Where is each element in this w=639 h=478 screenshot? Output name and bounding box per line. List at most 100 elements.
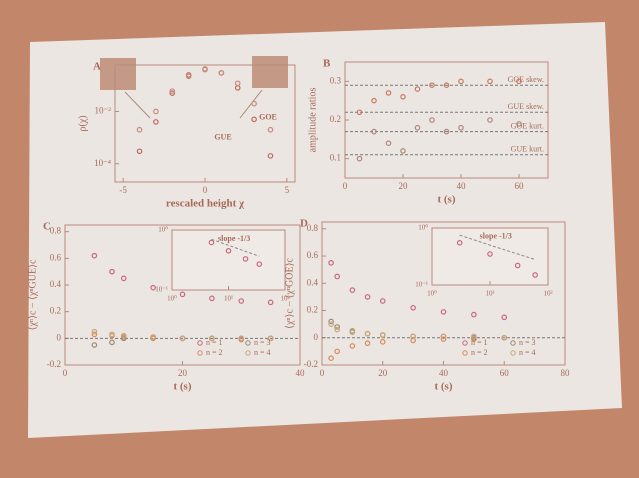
- x-axis-label: t (s): [434, 381, 452, 393]
- data-point: [364, 340, 371, 347]
- data-point: [443, 128, 450, 135]
- x-tick-label: 0: [320, 368, 325, 378]
- annotation: GOE: [259, 112, 277, 121]
- data-point: [349, 343, 356, 349]
- legend-label: n = 4: [519, 348, 536, 357]
- data-point: [208, 239, 215, 246]
- slope-line: [459, 234, 536, 260]
- data-point: [516, 121, 522, 127]
- data-point: [501, 334, 508, 341]
- data-point: [487, 251, 493, 257]
- data-point: [202, 66, 208, 73]
- data-point: [356, 155, 363, 162]
- x-tick-label: 5: [285, 185, 290, 195]
- x-tick-label: 40: [439, 368, 449, 378]
- data-point: [251, 100, 257, 107]
- y-axis-label: ⟨χⁿ⟩c − ⟨χⁿGUE⟩c: [27, 259, 38, 330]
- legend-label: n = 1: [206, 338, 223, 347]
- legend-marker: [197, 350, 203, 356]
- data-point: [91, 342, 98, 348]
- annotation: slope -1/3: [218, 234, 250, 243]
- legend-marker: [245, 350, 251, 356]
- data-point: [456, 239, 463, 246]
- data-point: [501, 314, 508, 321]
- data-point: [328, 318, 334, 325]
- legend-label: n = 2: [471, 348, 488, 357]
- data-point: [109, 339, 115, 346]
- y-tick-label: 0.3: [330, 75, 342, 85]
- data-point: [150, 334, 156, 340]
- panel-letter: B: [323, 58, 331, 70]
- data-point: [400, 148, 406, 154]
- data-point: [91, 328, 98, 335]
- data-point: [209, 335, 215, 342]
- data-point: [429, 82, 435, 89]
- x-tick-label: 10⁰: [167, 295, 177, 303]
- data-point: [267, 126, 274, 133]
- data-point: [328, 260, 334, 266]
- data-point: [443, 82, 450, 89]
- panel-letter: D: [300, 218, 308, 230]
- data-point: [334, 324, 340, 330]
- data-point: [385, 90, 392, 96]
- x-tick-label: 60: [515, 181, 525, 191]
- data-point: [532, 272, 538, 278]
- data-point: [349, 329, 356, 336]
- data-point: [267, 153, 274, 159]
- y-tick-label: 0: [314, 332, 319, 342]
- x-axis-label: t (s): [437, 194, 455, 206]
- data-point: [440, 309, 447, 315]
- x-tick-label: 10⁰: [427, 290, 437, 298]
- data-point: [440, 336, 447, 342]
- data-point: [91, 331, 98, 338]
- y-axis-label: amplitude ratios: [307, 88, 318, 153]
- data-point: [242, 256, 249, 262]
- reference-label: GOE kurt.: [511, 121, 544, 130]
- data-point: [109, 331, 115, 338]
- y-tick-label: 10⁰: [418, 224, 428, 232]
- reference-label: GOE skew.: [508, 75, 544, 84]
- y-tick-label: 0.6: [307, 250, 319, 260]
- data-point: [414, 86, 421, 92]
- arrow: [124, 91, 151, 119]
- data-point: [364, 330, 371, 337]
- data-point: [487, 117, 493, 123]
- data-point: [440, 333, 447, 340]
- x-tick-label: 80: [561, 368, 571, 378]
- y-tick-label: 0.2: [330, 114, 341, 124]
- data-point: [385, 140, 392, 147]
- data-point: [414, 124, 421, 131]
- y-tick-label: 10⁻¹: [155, 286, 168, 294]
- annotation: GUE: [214, 132, 231, 141]
- x-tick-label: 0: [63, 368, 68, 378]
- x-axis-label: t (s): [173, 381, 191, 393]
- data-point: [334, 273, 340, 280]
- y-axis-label: ⟨χⁿ⟩c − ⟨χⁿGOE⟩c: [284, 258, 295, 329]
- data-point: [328, 355, 334, 361]
- x-tick-label: 10¹: [224, 295, 233, 303]
- data-point: [514, 262, 521, 269]
- data-point: [487, 78, 493, 85]
- x-tick-label: 20: [378, 368, 388, 378]
- legend-label: n = 2: [206, 348, 223, 357]
- data-point: [379, 332, 386, 338]
- data-point: [267, 335, 274, 342]
- data-point: [356, 109, 363, 116]
- y-tick-label: 0.4: [50, 279, 62, 289]
- data-point: [458, 124, 464, 131]
- data-point: [379, 298, 386, 304]
- data-point: [91, 252, 98, 259]
- x-tick-label: 10²: [280, 295, 289, 303]
- x-tick-label: 60: [500, 368, 510, 378]
- data-point: [120, 332, 127, 339]
- data-point: [150, 284, 156, 291]
- x-tick-label: 10¹: [485, 290, 494, 298]
- y-tick-label: 0.2: [50, 306, 61, 316]
- data-point: [153, 119, 159, 125]
- y-tick-label: 0.2: [307, 305, 318, 315]
- legend-marker: [245, 340, 251, 346]
- y-tick-label: 0.1: [330, 153, 341, 163]
- reference-label: GUE kurt.: [511, 145, 544, 154]
- data-point: [185, 73, 192, 80]
